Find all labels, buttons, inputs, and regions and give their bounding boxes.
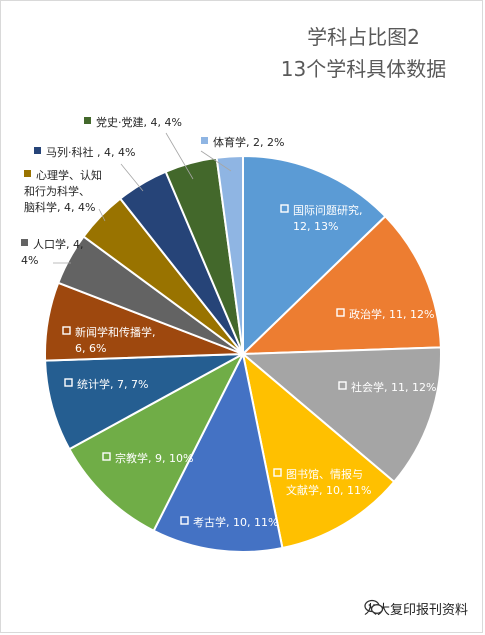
slice-label-text-7-1: 统计学, 7, 7% [77,377,148,391]
slice-label-text-10-1: 心理学、认知 [36,168,102,182]
slice-label-text-8-1: 新闻学和传播学, [75,325,156,339]
slice-label-text-4-1: 图书馆、情报与 [286,467,363,481]
slice-label-12: 党史·党建, 4, 4% [84,115,194,180]
chart-title-line-1: 学科占比图2 [307,25,420,49]
slice-label-text-4-2: 文献学, 10, 11% [286,483,371,497]
leader-line-10 [98,208,106,222]
slice-label-text-6-1: 宗教学, 9, 10% [115,451,193,465]
pie-slice-6 [68,351,246,533]
slice-label-7: 统计学, 7, 7% [64,377,148,391]
slice-label-text-1-2: 12, 13% [293,220,338,233]
label-key-13 [201,137,208,144]
label-key-2 [336,308,345,317]
label-key-8 [62,326,71,335]
slice-label-text-13-1: 体育学, 2, 2% [213,135,284,149]
pie-slice-4 [241,351,396,550]
slice-label-text-9-1: 人口学, 4, [33,237,84,251]
pie-slice-3 [240,346,442,484]
slice-label-text-5-1: 考古学, 10, 11% [193,515,278,529]
pie-slice-1 [242,154,387,357]
slice-label-3: 社会学, 11, 12% [338,380,436,394]
slice-label-text-11-1: 马列·科社 , 4, 4% [46,145,135,159]
slice-label-9: 人口学, 4, 4% [21,237,84,267]
slice-label-text-12-1: 党史·党建, 4, 4% [96,115,182,129]
leader-line-13 [200,150,232,172]
slice-label-8: 新闻学和传播学, 6, 6% [62,325,156,355]
slice-label-text-1-1: 国际问题研究, [293,203,363,217]
pie-slice-5 [152,350,284,553]
watermark: 人大复印报刊资料 [364,599,468,618]
slice-label-text-10-2: 和行为科学、 [24,184,90,198]
slice-label-text-10-3: 脑科学, 4, 4% [24,200,95,214]
label-key-10 [24,170,31,177]
label-key-11 [34,147,41,154]
slice-label-1: 国际问题研究, 12, 13% [280,203,363,233]
slice-label-text-8-2: 6, 6% [75,342,106,355]
label-key-12 [84,117,91,124]
label-key-5 [180,516,189,525]
label-key-4 [273,468,282,477]
label-key-9 [21,239,28,246]
label-key-3 [338,381,347,390]
slice-label-13: 体育学, 2, 2% [200,135,284,172]
slice-label-5: 考古学, 10, 11% [180,515,278,529]
leader-line-12 [165,132,194,180]
slice-label-text-3-1: 社会学, 11, 12% [351,380,436,394]
wechat-icon [364,599,384,614]
slice-label-2: 政治学, 11, 12% [336,307,434,321]
pie-slice-2 [240,214,442,356]
pie-slice-13 [215,154,244,355]
slice-label-11: 马列·科社 , 4, 4% [34,145,144,192]
label-key-7 [64,378,73,387]
slice-label-6: 宗教学, 9, 10% [102,451,193,465]
chart-title-line-2: 13个学科具体数据 [280,57,447,81]
label-key-6 [102,452,111,461]
watermark-text: 人大复印报刊资料 [363,603,468,618]
label-key-1 [280,204,289,213]
slice-label-text-2-1: 政治学, 11, 12% [349,307,434,321]
leader-line-11 [120,163,144,192]
slice-label-text-9-2: 4% [21,254,38,267]
